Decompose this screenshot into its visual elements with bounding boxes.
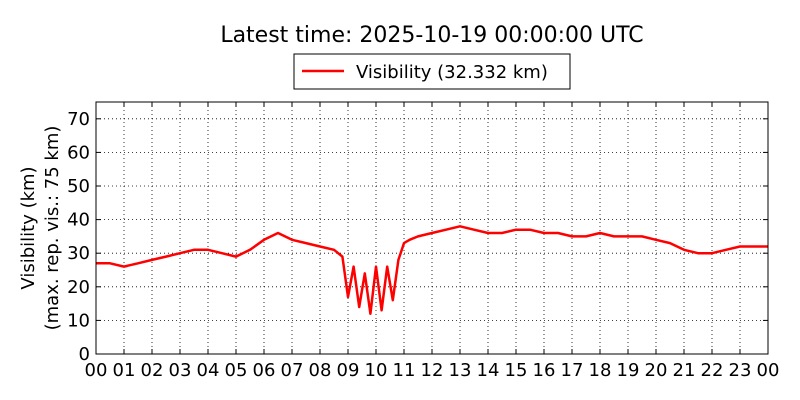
x-tick-label: 10 — [365, 360, 388, 381]
x-tick-label: 07 — [281, 360, 304, 381]
x-tick-label: 19 — [617, 360, 640, 381]
x-tick-label: 00 — [757, 360, 780, 381]
x-tick-label: 02 — [141, 360, 164, 381]
x-tick-label: 08 — [309, 360, 332, 381]
x-tick-label: 13 — [449, 360, 472, 381]
legend: Visibility (32.332 km) — [293, 53, 571, 90]
x-tick-label: 15 — [505, 360, 528, 381]
y-tick-label: 10 — [67, 310, 90, 331]
series-line-visibility — [96, 225, 768, 315]
x-tick-label: 00 — [85, 360, 108, 381]
y-axis-label-line2: (max. rep. vis.: 75 km) — [42, 126, 63, 331]
y-tick-label: 0 — [79, 344, 90, 365]
x-tick-label: 04 — [197, 360, 220, 381]
y-tick-label: 20 — [67, 277, 90, 298]
plot-frame — [95, 101, 769, 355]
grid — [96, 102, 768, 354]
y-tick-label: 30 — [67, 243, 90, 264]
x-tick-label: 21 — [673, 360, 696, 381]
axis-ticks: 00 01 02 03 04 05 06 07 08 09 10 11 12 13 14 15 16 17 18 19… — [67, 102, 779, 381]
chart-title: Latest time: 2025-10-19 00:00:00 UTC — [220, 23, 643, 48]
x-tick-label: 05 — [225, 360, 248, 381]
x-tick-label: 16 — [533, 360, 556, 381]
y-tick-label: 50 — [67, 176, 90, 197]
series-layer — [96, 225, 768, 315]
x-tick-label: 11 — [393, 360, 416, 381]
y-tick-label: 70 — [67, 109, 90, 130]
x-tick-label: 06 — [253, 360, 276, 381]
x-tick-label: 14 — [477, 360, 500, 381]
x-tick-label: 12 — [421, 360, 444, 381]
y-tick-label: 60 — [67, 142, 90, 163]
legend-label: Visibility (32.332 km) — [356, 62, 548, 83]
x-tick-label: 20 — [645, 360, 668, 381]
x-tick-label: 17 — [561, 360, 584, 381]
y-axis-label: Visibility (km) (max. rep. vis.: 75 km) — [18, 126, 63, 331]
y-axis-label-line1: Visibility (km) — [18, 166, 39, 289]
x-tick-label: 01 — [113, 360, 136, 381]
x-tick-label: 23 — [729, 360, 752, 381]
y-tick-label: 40 — [67, 210, 90, 231]
x-tick-label: 22 — [701, 360, 724, 381]
x-tick-label: 03 — [169, 360, 192, 381]
x-tick-label: 18 — [589, 360, 612, 381]
x-tick-label: 09 — [337, 360, 360, 381]
